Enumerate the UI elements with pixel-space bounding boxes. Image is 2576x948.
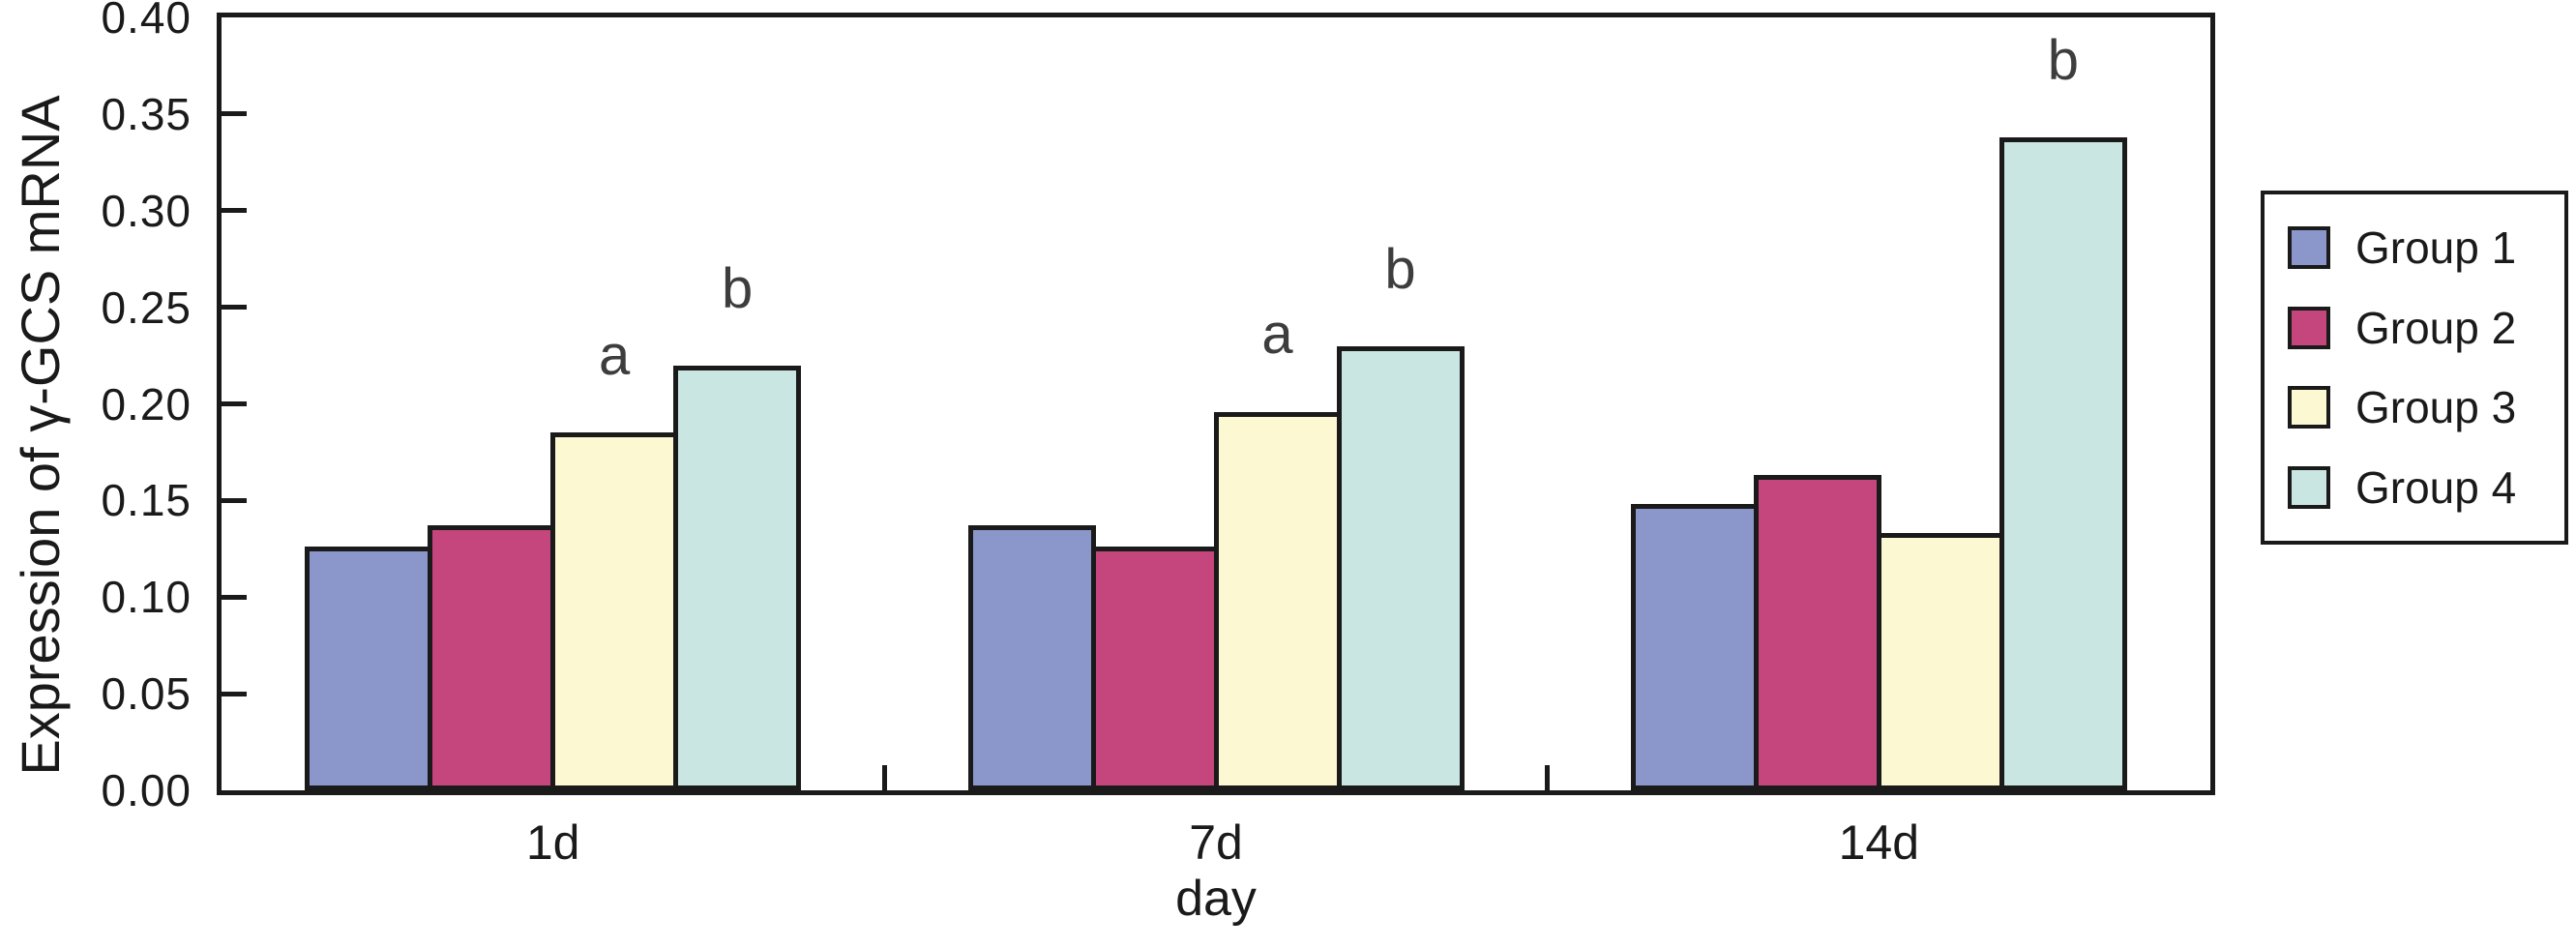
legend-swatch-icon [2288, 306, 2330, 349]
legend-label: Group 3 [2355, 382, 2517, 433]
bar-group2-14d [1753, 475, 1881, 790]
y-tick-mark [222, 594, 247, 600]
x-category-label: 7d [1189, 815, 1243, 870]
y-tick-mark [222, 305, 247, 311]
bar-group3-7d [1213, 411, 1342, 790]
significance-label: b [722, 256, 754, 320]
bar-group1-1d [305, 547, 433, 790]
x-tick-mark [1545, 765, 1551, 790]
legend-swatch-icon [2288, 465, 2330, 509]
y-tick-mark [222, 401, 247, 406]
bar-group3-1d [550, 432, 679, 790]
y-tick-label: 0.25 [101, 281, 192, 333]
x-tick-mark [881, 765, 887, 790]
bar-group2-1d [428, 525, 556, 790]
y-tick-label: 0.20 [101, 378, 192, 430]
y-tick-label: 0.30 [101, 185, 192, 236]
bar-group2-7d [1090, 547, 1219, 790]
legend-item: Group 3 [2288, 385, 2564, 430]
legend-label: Group 2 [2355, 302, 2517, 353]
y-tick-label: 0.00 [101, 765, 192, 815]
legend-swatch-icon [2288, 386, 2330, 430]
y-tick-label: 0.35 [101, 88, 192, 139]
bar-group4-1d [673, 365, 802, 790]
significance-label: b [1384, 237, 1416, 301]
significance-label: a [1261, 303, 1293, 367]
x-category-label: 1d [525, 815, 580, 870]
plot-area: a b a b b [217, 13, 2215, 795]
bar-group4-7d [1336, 345, 1465, 790]
x-category-label: 14d [1838, 815, 1920, 870]
x-axis-title: day [1175, 871, 1257, 927]
y-tick-label: 0.40 [101, 0, 192, 43]
legend-label: Group 4 [2355, 461, 2517, 513]
legend-label: Group 1 [2355, 222, 2517, 274]
legend-item: Group 2 [2288, 306, 2564, 350]
bar-group3-14d [1876, 533, 2004, 790]
significance-label: b [2047, 28, 2079, 92]
bar-group1-14d [1630, 504, 1759, 790]
legend-item: Group 1 [2288, 225, 2564, 270]
bar-group1-7d [967, 525, 1096, 790]
y-tick-mark [222, 497, 247, 503]
legend-swatch-icon [2288, 226, 2330, 270]
bar-group4-14d [1999, 136, 2127, 790]
y-tick-label: 0.15 [101, 475, 192, 526]
y-tick-label: 0.10 [101, 572, 192, 623]
y-tick-label: 0.05 [101, 668, 192, 720]
y-tick-mark [222, 691, 247, 696]
y-tick-mark [222, 111, 247, 117]
significance-label: a [599, 324, 631, 388]
legend-item: Group 4 [2288, 465, 2564, 510]
y-tick-mark [222, 208, 247, 214]
legend: Group 1 Group 2 Group 3 Group 4 [2261, 191, 2568, 545]
